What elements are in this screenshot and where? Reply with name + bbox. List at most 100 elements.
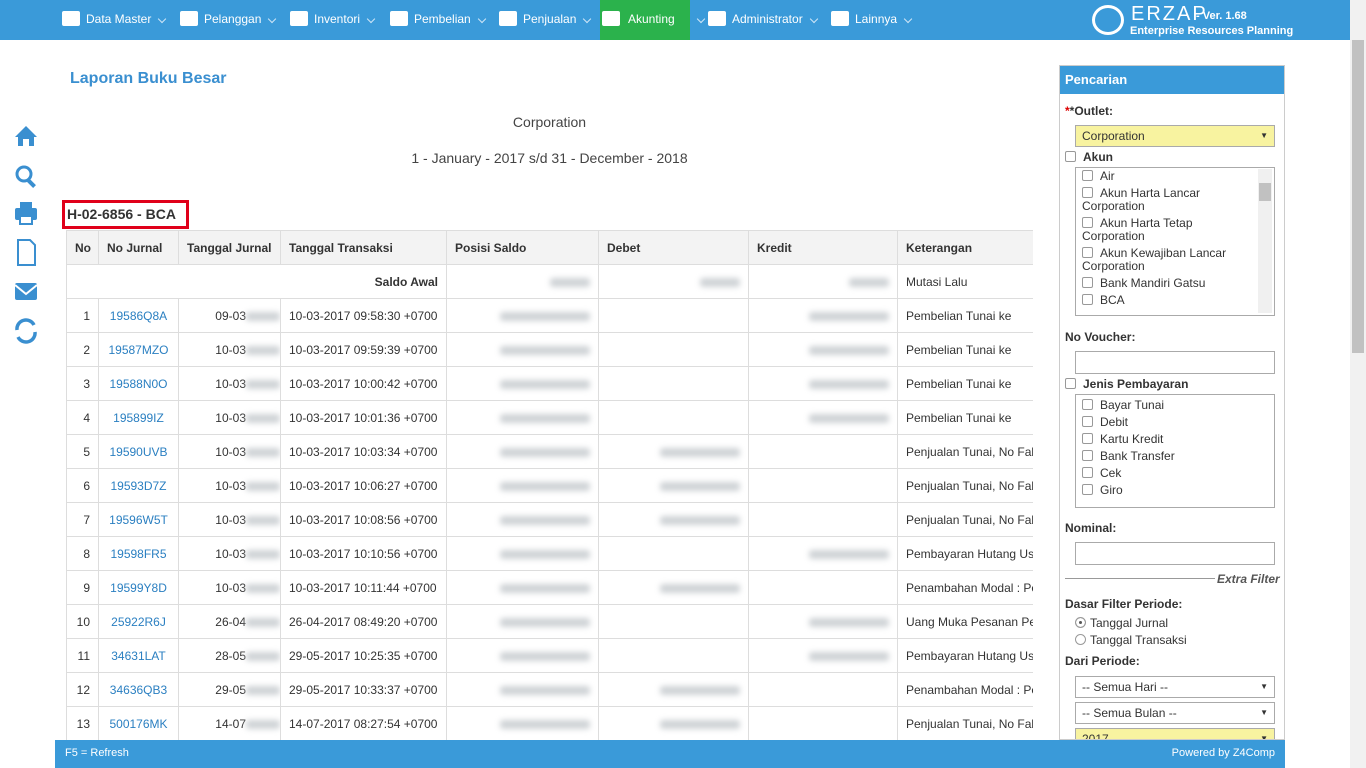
jenis-option[interactable]: Bayar Tunai [1076, 395, 1274, 412]
nav-icon [62, 11, 80, 26]
refresh-icon[interactable] [15, 318, 37, 344]
akun-option[interactable]: Akun Kewajiban Lancar Corporation [1076, 245, 1256, 275]
search-panel: Pencarian **Outlet: Corporation Akun Air… [1059, 65, 1285, 740]
akun-option[interactable]: BCA [1076, 292, 1256, 309]
jenis-toggle[interactable]: Jenis Pembayaran [1065, 377, 1188, 391]
nominal-input[interactable] [1075, 542, 1275, 565]
journal-link[interactable]: 25922R6J [111, 614, 166, 629]
extra-filter[interactable]: Extra Filter [1217, 572, 1280, 586]
journal-link[interactable]: 19586Q8A [109, 308, 168, 323]
nav-icon [290, 11, 308, 26]
radio[interactable] [1075, 634, 1086, 645]
balance [446, 536, 599, 571]
jenis-option[interactable]: Giro [1076, 480, 1274, 497]
nav-label: Administrator [732, 12, 803, 26]
column-header[interactable]: Kredit [748, 230, 898, 265]
journal-link[interactable]: 195899IZ [113, 410, 164, 425]
version: - Ver. 1.68 [1196, 10, 1247, 22]
radio[interactable] [1075, 617, 1086, 628]
jenis-option[interactable]: Kartu Kredit [1076, 429, 1274, 446]
outlet-select[interactable]: Corporation [1075, 125, 1275, 147]
debit [598, 706, 749, 740]
nav-item[interactable]: Administrator [706, 0, 803, 40]
company: Corporation [512, 114, 587, 130]
journal-link[interactable]: 19599Y8D [110, 580, 167, 595]
credit [748, 468, 898, 503]
akun-option[interactable]: Akun Harta Lancar Corporation [1076, 185, 1256, 215]
checkbox[interactable] [1082, 294, 1093, 305]
journal-link[interactable]: 19588N0O [109, 376, 168, 391]
journal-link[interactable]: 19598FR5 [110, 546, 167, 561]
akun-toggle[interactable]: Akun [1065, 150, 1113, 164]
jenis-option[interactable]: Bank Transfer [1076, 446, 1274, 463]
home-icon[interactable] [15, 126, 37, 146]
radio-option[interactable]: Tanggal Transaksi [1075, 633, 1187, 650]
option-label: Akun Harta Lancar Corporation [1082, 186, 1201, 213]
checkbox[interactable] [1082, 277, 1093, 288]
column-header[interactable]: Posisi Saldo [446, 230, 599, 265]
checkbox[interactable] [1082, 247, 1093, 258]
checkbox[interactable] [1082, 217, 1093, 228]
table-wrap: No No Jurnal Tanggal Jurnal Tanggal Transak… [66, 230, 1033, 740]
column-header[interactable]: No Jurnal [98, 230, 179, 265]
akun-option[interactable]: Air [1076, 168, 1256, 185]
nav-icon [390, 11, 408, 26]
credit [748, 298, 898, 333]
checkbox[interactable] [1082, 484, 1093, 495]
nav-label: Akunting [628, 12, 675, 26]
journal-link[interactable]: 500176MK [109, 716, 168, 731]
checkbox[interactable] [1082, 450, 1093, 461]
option-label: Bayar Tunai [1100, 398, 1165, 412]
journal-link[interactable]: 34631LAT [111, 648, 166, 663]
blurred-value [500, 617, 590, 627]
checkbox[interactable] [1082, 416, 1093, 427]
column-header[interactable]: Tanggal Jurnal [178, 230, 281, 265]
row-no: 7 [66, 502, 99, 537]
radio-option[interactable]: Tanggal Jurnal [1075, 616, 1187, 633]
period-select[interactable]: -- Semua Hari -- [1075, 676, 1275, 698]
period-select[interactable]: -- Semua Bulan -- [1075, 702, 1275, 724]
label-text: *Outlet: [1069, 104, 1114, 118]
journal-link[interactable]: 19587MZO [108, 342, 169, 357]
nav-item[interactable]: Lainnya [829, 0, 897, 40]
column-header[interactable]: Keterangan [897, 230, 1033, 265]
pdf-icon[interactable] [17, 239, 36, 266]
nav-item[interactable]: Pelanggan [178, 0, 261, 40]
nav-item[interactable]: Data Master [60, 0, 151, 40]
mail-icon[interactable] [15, 283, 37, 300]
jenis-option[interactable]: Debit [1076, 412, 1274, 429]
checkbox[interactable] [1082, 187, 1093, 198]
nav-item[interactable]: Akunting [600, 0, 690, 40]
row-no: 1 [66, 298, 99, 333]
blurred-value [809, 651, 889, 661]
journal-link[interactable]: 34636QB3 [109, 682, 168, 697]
column-header[interactable]: Tanggal Transaksi [280, 230, 447, 265]
journal-link[interactable]: 19596W5T [109, 512, 168, 527]
akun-option[interactable]: Akun Harta Tetap Corporation [1076, 215, 1256, 245]
balance [446, 570, 599, 605]
column-header[interactable]: No [66, 230, 99, 265]
description: Pembelian Tunai ke [897, 400, 1033, 435]
nav-item[interactable]: Pembelian [388, 0, 471, 40]
checkbox[interactable] [1082, 433, 1093, 444]
period-select[interactable]: 2017 [1075, 728, 1275, 739]
nav-item[interactable]: Inventori [288, 0, 360, 40]
ledger-row: 13 500176MK 14-07 14-07-2017 08:27:54 +0700… [66, 706, 1033, 740]
option-label: Air [1100, 169, 1115, 183]
checkbox[interactable] [1082, 170, 1093, 181]
search-icon[interactable] [15, 165, 33, 183]
balance [446, 468, 599, 503]
jenis-option[interactable]: Cek [1076, 463, 1274, 480]
akun-option[interactable]: Bank Mandiri Gatsu [1076, 275, 1256, 292]
nav-item[interactable]: Penjualan [497, 0, 576, 40]
voucher-input[interactable] [1075, 351, 1275, 374]
journal-cell: 34636QB3 [98, 672, 179, 707]
journal-link[interactable]: 19590UVB [109, 444, 168, 459]
transaction-date: 10-03-2017 10:11:44 +0700 [280, 570, 447, 605]
checkbox[interactable] [1082, 399, 1093, 410]
journal-link[interactable]: 19593D7Z [110, 478, 167, 493]
blurred-value [246, 549, 280, 559]
option-label: Bank Transfer [1100, 449, 1175, 463]
checkbox[interactable] [1082, 467, 1093, 478]
column-header[interactable]: Debet [598, 230, 749, 265]
